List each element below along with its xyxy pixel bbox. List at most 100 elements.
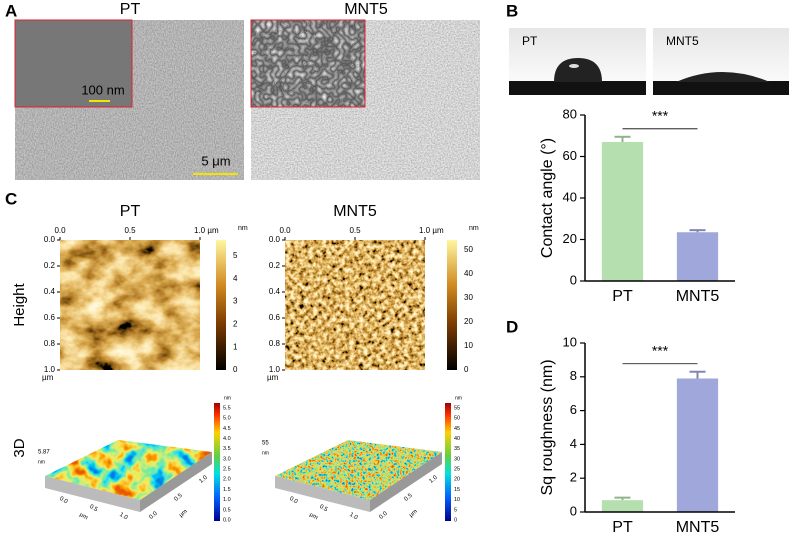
colorbar-tick-label: 30 [464, 293, 473, 302]
x-tick-label: 1.0 µm [194, 226, 219, 235]
colorbar-unit: nm [224, 395, 231, 401]
colorbar [447, 240, 457, 370]
colorbar-tick-label: 55 [454, 405, 460, 411]
colorbar-unit: nm [238, 225, 248, 232]
colorbar-tick-label: 3 [233, 297, 238, 306]
axis-3d-label: 0.0 [288, 496, 299, 506]
y-tick-label: 1.0 [269, 365, 281, 374]
sem-inset [251, 20, 365, 107]
colorbar-tick-label: 4.0 [223, 436, 231, 442]
x-tick-label: MNT5 [676, 519, 720, 536]
axis-unit: µm [267, 373, 279, 382]
z-max-label: 5.87 [38, 450, 50, 456]
bar [601, 500, 644, 512]
colorbar-tick-label: 0.5 [223, 507, 231, 513]
colorbar-tick-label: 2.0 [223, 477, 231, 483]
sem-inset [14, 19, 133, 108]
bar [601, 141, 644, 281]
y-tick-label: 0.0 [269, 235, 281, 244]
y-tick-label: 0 [570, 503, 577, 518]
colorbar-tick-label: 0 [454, 517, 457, 523]
y-tick-label: 0.8 [269, 339, 281, 348]
axis-3d-label: 0.0 [58, 496, 69, 506]
y-tick-label: 20 [563, 231, 577, 246]
axis-3d-label: 1.0 [428, 474, 439, 484]
colorbar [445, 403, 451, 521]
axis-3d-label: µm [178, 509, 188, 519]
colorbar-tick-label: 25 [454, 467, 460, 473]
y-axis-label: Contact angle (°) [539, 138, 556, 258]
axis-3d-label: µm [78, 512, 88, 521]
x-tick-label: 0.5 [124, 226, 136, 235]
y-tick-label: 60 [563, 148, 577, 163]
panel-label: D [506, 317, 518, 336]
x-tick-label: MNT5 [676, 288, 720, 305]
z-unit: nm [38, 459, 45, 465]
bar [676, 232, 719, 281]
x-tick-label: 0.0 [279, 226, 291, 235]
colorbar-tick-label: 3.0 [223, 456, 231, 462]
colorbar [214, 403, 220, 521]
significance-label: *** [652, 107, 669, 123]
axis-unit: µm [42, 373, 54, 382]
colorbar-unit: nm [455, 395, 462, 401]
y-tick-label: 0.8 [44, 339, 56, 348]
droplet-image [509, 28, 646, 95]
colorbar-tick-label: 20 [454, 477, 460, 483]
panel-label: C [5, 189, 17, 208]
colorbar-tick-label: 30 [454, 456, 460, 462]
x-tick-label: PT [612, 519, 633, 536]
y-tick-label: 0.2 [269, 261, 281, 270]
colorbar-tick-label: 20 [464, 317, 473, 326]
colorbar [216, 240, 226, 370]
panel-title: PT [120, 203, 141, 220]
colorbar-tick-label: 3.5 [223, 446, 231, 452]
colorbar-tick-label: 15 [454, 487, 460, 493]
colorbar-tick-label: 40 [464, 269, 473, 278]
bar [676, 378, 719, 512]
z-max-label: 55 [262, 441, 269, 447]
y-tick-label: 1.0 [44, 365, 56, 374]
colorbar-tick-label: 2 [233, 320, 238, 329]
axis-3d-label: 0.5 [318, 504, 329, 514]
y-tick-label: 6 [570, 402, 577, 417]
colorbar-unit: nm [469, 225, 479, 232]
scale-label: 100 nm [81, 82, 124, 97]
colorbar-tick-label: 1.0 [223, 497, 231, 503]
colorbar-tick-label: 35 [454, 446, 460, 452]
x-tick-label: PT [612, 288, 633, 305]
colorbar-tick-label: 0 [464, 365, 469, 374]
y-tick-label: 0 [570, 272, 577, 287]
colorbar-tick-label: 5.0 [223, 416, 231, 422]
y-axis-label: Sq roughness (nm) [539, 359, 556, 495]
y-tick-label: 0.6 [269, 313, 281, 322]
colorbar-tick-label: 5 [454, 507, 457, 513]
axis-3d-label: 1.0 [348, 512, 359, 522]
colorbar-tick-label: 5.5 [223, 405, 231, 411]
panel-label: A [5, 1, 17, 20]
row-label: Height [11, 282, 28, 326]
droplet-image [653, 28, 789, 95]
colorbar-tick-label: 10 [464, 341, 473, 350]
colorbar-tick-label: 2.5 [223, 467, 231, 473]
afm-height-image [60, 240, 200, 370]
axis-3d-label: 0.0 [148, 510, 159, 520]
significance-label: *** [652, 342, 669, 358]
y-tick-label: 0.2 [44, 261, 56, 270]
x-tick-label: 1.0 µm [419, 226, 444, 235]
colorbar-tick-label: 45 [454, 426, 460, 432]
panel-title: PT [120, 1, 141, 18]
colorbar-tick-label: 1.5 [223, 487, 231, 493]
afm-height-image [285, 240, 425, 370]
axis-3d-label: 0.5 [173, 492, 184, 502]
axis-3d-label: 0.5 [88, 504, 99, 514]
colorbar-tick-label: 0 [233, 365, 238, 374]
image-label: MNT5 [666, 34, 699, 48]
y-tick-label: 0.6 [44, 313, 56, 322]
colorbar-tick-label: 40 [454, 436, 460, 442]
axis-3d-label: 1.0 [118, 512, 129, 522]
y-tick-label: 2 [570, 470, 577, 485]
colorbar-tick-label: 0.0 [223, 517, 231, 523]
colorbar-tick-label: 5 [233, 251, 238, 260]
